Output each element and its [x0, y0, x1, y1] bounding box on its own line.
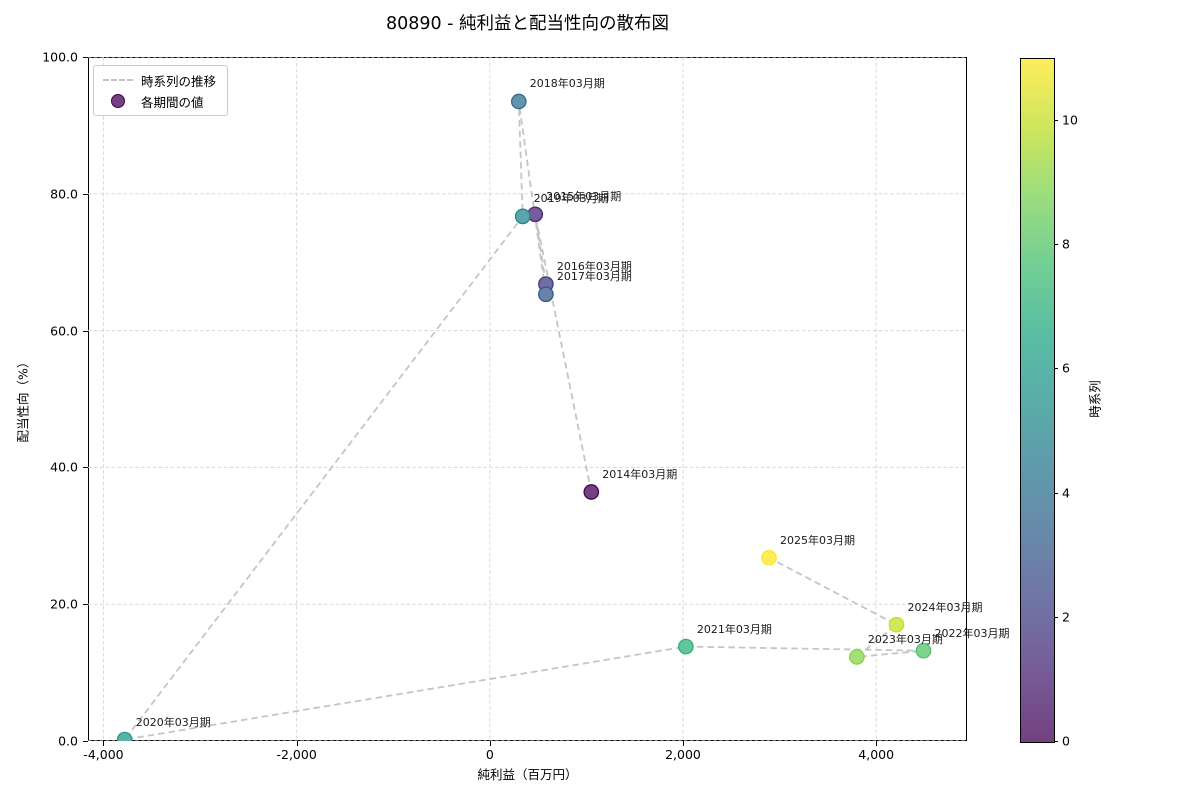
legend-trend-label: 時系列の推移 — [141, 73, 217, 89]
colorbar-tick-mark — [1054, 492, 1058, 494]
data-point-2017年03月期 — [538, 286, 554, 303]
y-tick-mark — [83, 330, 88, 332]
y-tick-mark — [83, 741, 88, 742]
data-point-2024年03月期 — [888, 616, 905, 633]
data-point-2014年03月期 — [583, 484, 600, 500]
y-tick-mark — [83, 604, 88, 606]
y-tick-label: 20.0 — [50, 596, 78, 612]
data-point-2018年03月期 — [510, 93, 527, 110]
y-tick-label: 80.0 — [50, 186, 78, 202]
legend-item-points: 各期間の値 — [103, 93, 216, 110]
x-tick-mark — [103, 741, 105, 746]
legend-item-trend: 時系列の推移 — [103, 72, 217, 89]
data-point-2023年03月期 — [849, 649, 865, 665]
x-tick-label: 0 — [485, 747, 494, 762]
data-point-2022年03月期 — [915, 642, 932, 659]
colorbar-tick-label: 4 — [1062, 485, 1070, 501]
legend-points-label: 各期間の値 — [141, 94, 204, 110]
colorbar-tick-mark — [1054, 741, 1058, 742]
plot-canvas — [88, 57, 967, 741]
colorbar — [1020, 58, 1055, 743]
y-tick-mark — [83, 193, 88, 195]
colorbar-tick-label: 6 — [1062, 360, 1070, 376]
y-axis-label: 配当性向（%） — [15, 355, 31, 443]
x-tick-mark — [876, 741, 878, 746]
y-tick-label: 60.0 — [50, 323, 78, 339]
trend-line — [122, 101, 924, 741]
x-axis-label: 純利益（百万円） — [477, 767, 578, 782]
y-tick-label: 40.0 — [50, 459, 78, 475]
x-tick-mark — [683, 741, 684, 746]
x-tick-label: -2,000 — [276, 747, 317, 762]
data-point-2020年03月期 — [116, 731, 133, 741]
data-point-2019年03月期 — [514, 208, 531, 225]
colorbar-tick-label: 0 — [1062, 733, 1070, 749]
colorbar-tick-mark — [1054, 244, 1058, 246]
x-tick-label: -4,000 — [83, 747, 124, 762]
y-tick-mark — [83, 467, 88, 469]
plot-area — [88, 57, 967, 741]
y-tick-label: 0.0 — [58, 733, 78, 749]
dashed-line-icon — [103, 79, 133, 81]
x-tick-label: 2,000 — [665, 747, 701, 762]
point-marker-icon — [103, 94, 133, 108]
x-tick-mark — [296, 741, 298, 746]
colorbar-tick-mark — [1054, 368, 1058, 370]
x-tick-mark — [489, 741, 491, 746]
colorbar-tick-label: 8 — [1062, 236, 1070, 252]
x-tick-label: 4,000 — [858, 747, 895, 762]
colorbar-label: 時系列 — [1087, 380, 1103, 418]
colorbar-tick-mark — [1054, 120, 1058, 122]
data-point-2025年03月期 — [761, 549, 777, 566]
legend: 時系列の推移 各期間の値 — [93, 65, 229, 116]
colorbar-tick-label: 2 — [1062, 609, 1070, 625]
y-tick-mark — [83, 57, 88, 58]
colorbar-tick-label: 10 — [1062, 112, 1078, 128]
data-point-2021年03月期 — [678, 638, 694, 655]
y-tick-label: 100.0 — [42, 49, 78, 65]
chart-title: 80890 - 純利益と配当性向の散布図 — [385, 14, 670, 34]
colorbar-tick-mark — [1054, 616, 1058, 618]
